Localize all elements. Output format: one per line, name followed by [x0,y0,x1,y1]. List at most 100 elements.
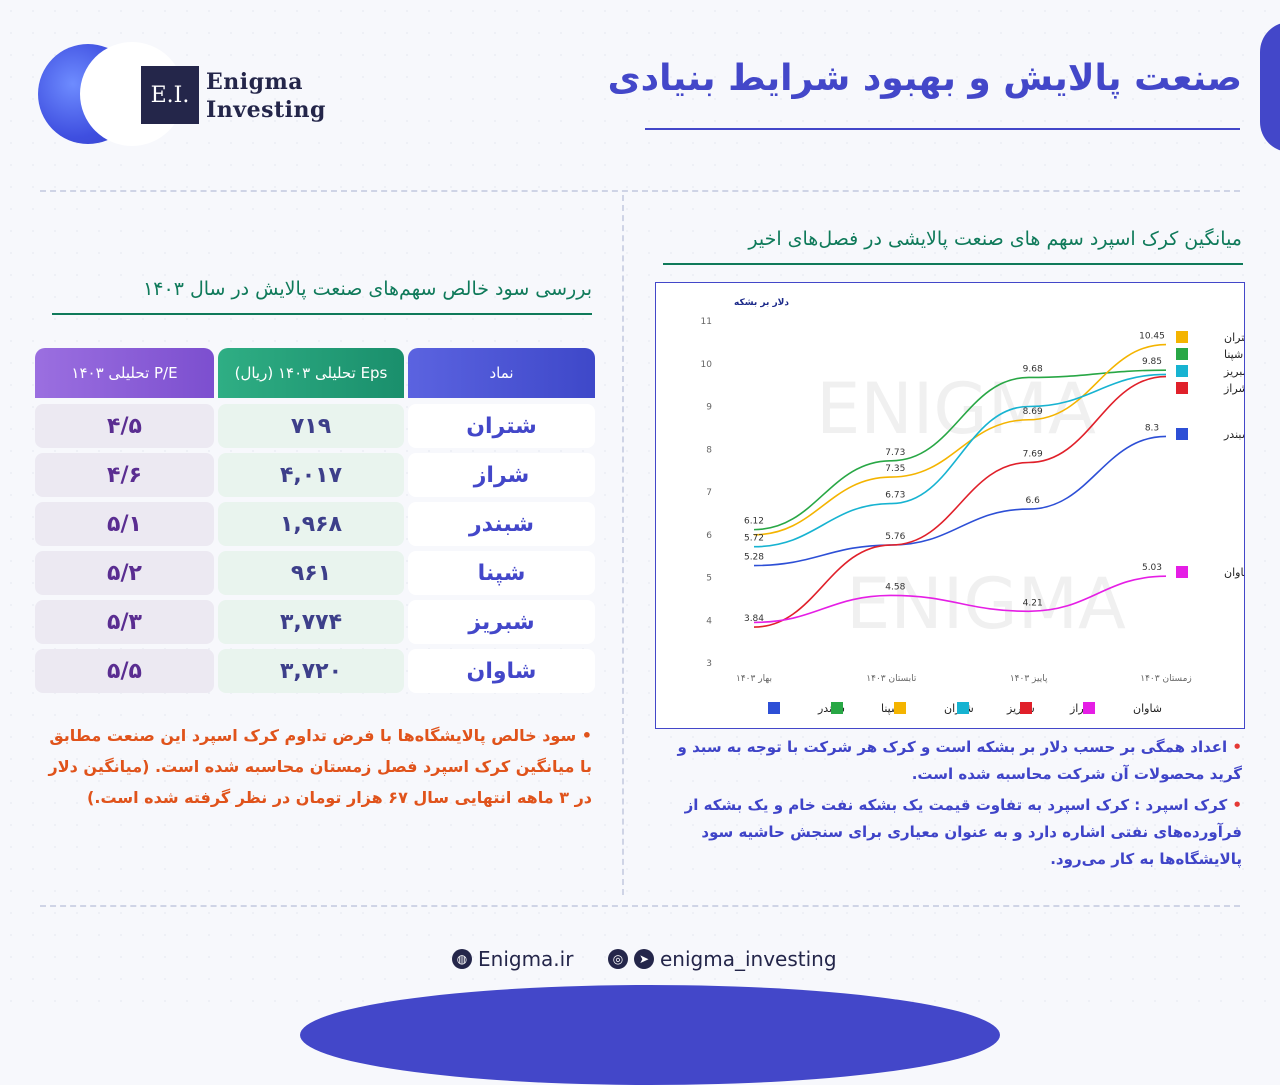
decor-bottom-arc [300,985,1000,1085]
legend-swatch-شاوان [1176,566,1188,578]
logo-line1: Enigma [206,69,304,95]
data-label: 7.35 [885,464,905,474]
series-line-شتران [753,343,1167,536]
logo-text: Enigma Investing [206,68,326,124]
data-label: 5.72 [744,534,764,544]
legend-swatch-شپنا [1176,348,1188,360]
data-label: 3.84 [744,614,764,624]
data-label: 4.58 [885,582,905,592]
legend-label-شاوان: شاوان [1224,566,1244,579]
y-tick-label: 6 [706,531,712,541]
bottom-legend-label-شاوان: شاوان [1133,702,1162,715]
cell-symbol: شبندر [408,502,595,546]
chart-note-1: • اعداد همگی بر حسب دلار بر بشکه است و ک… [677,738,1242,783]
data-label: 5.03 [1142,563,1162,573]
x-tick-label: بهار ۱۴۰۳ [736,674,772,684]
line-chart: ENIGMA ENIGMA دلار بر بشکه 3 4 5 6 7 8 9 10 11 بهار … [701,298,1254,715]
bottom-legend-swatch-شاوان [1083,702,1095,714]
data-label: 6.12 [744,517,764,527]
data-label: 8.3 [1145,423,1159,433]
header-eps: Eps تحلیلی ۱۴۰۳ (ریال) [218,348,404,398]
legend-swatch-شبریز [1176,365,1188,377]
cell-eps: ۳,۷۲۰ [218,649,404,693]
cell-pe: ۴/۵ [35,404,214,448]
data-label: 5.76 [885,532,905,542]
cell-eps: ۱,۹۶۸ [218,502,404,546]
series-line-شپنا [753,369,1167,531]
data-label: 6.6 [1026,496,1041,506]
title-underline [645,128,1240,130]
data-label: 5.28 [744,553,764,563]
cell-pe: ۵/۱ [35,502,214,546]
footer-site[interactable]: ◍ Enigma.ir [452,944,573,974]
data-label: 6.73 [885,491,905,501]
y-tick-label: 4 [706,616,712,626]
chart-note-2: • کرک اسپرد : کرک اسپرد به تفاوت قیمت یک… [684,796,1242,868]
logo-line2: Investing [206,97,326,123]
cell-symbol: شپنا [408,551,595,595]
x-tick-label: تابستان ۱۴۰۳ [866,674,917,684]
data-label: 7.69 [1023,450,1043,460]
cell-pe: ۵/۵ [35,649,214,693]
y-tick-label: 8 [706,445,712,455]
cell-pe: ۴/۶ [35,453,214,497]
bottom-legend-swatch-شبریز [957,702,969,714]
legend-label-شپنا: شپنا [1224,348,1243,361]
cell-eps: ۴,۰۱۷ [218,453,404,497]
table-title-underline [52,313,592,315]
data-label: 10.45 [1139,332,1165,342]
globe-icon: ◍ [452,949,472,969]
divider-bottom [40,905,1240,907]
cell-eps: ۹۶۱ [218,551,404,595]
chart-watermark: ENIGMA [846,563,1126,645]
data-label: 7.73 [885,448,905,458]
y-tick-label: 3 [706,659,712,669]
legend-swatch-شبندر [1176,428,1188,440]
header-symbol: نماد [408,348,595,398]
bottom-legend-swatch-شراز [1020,702,1032,714]
divider-middle [622,195,624,895]
chart-watermark: ENIGMA [816,368,1096,450]
data-label: 9.85 [1142,357,1162,367]
cell-pe: ۵/۳ [35,600,214,644]
cell-pe: ۵/۲ [35,551,214,595]
y-tick-label: 5 [706,574,712,584]
header-pe: P/E تحلیلی ۱۴۰۳ [35,348,214,398]
bottom-legend-swatch-شپنا [831,702,843,714]
cell-symbol: شتران [408,404,595,448]
series-line-شبریز [753,373,1167,548]
legend-label-شبریز: شبریز [1223,365,1244,378]
table-title: بررسی سود خالص سهم‌های صنعت پالایش در سا… [143,278,592,300]
data-label: 4.21 [1023,598,1043,608]
y-tick-label: 7 [706,488,712,498]
chart-title: میانگین کرک اسپرد سهم های صنعت پالایشی د… [748,228,1242,250]
x-tick-label: زمستان ۱۴۰۳ [1140,674,1191,684]
cell-eps: ۳,۷۷۴ [218,600,404,644]
cell-symbol: شبریز [408,600,595,644]
y-tick-label: 9 [706,403,712,413]
decor-arc [1260,22,1280,152]
legend-label-شراز: شراز [1223,382,1244,395]
data-label: 9.68 [1023,364,1043,374]
series-line-شاوان [753,575,1167,624]
logo-mark: E.I. [141,66,199,124]
legend-swatch-شتران [1176,331,1188,343]
footer-social[interactable]: ◎ ➤ enigma_investing [608,944,837,974]
y-tick-label: 10 [701,360,713,370]
chart-notes: • اعداد همگی بر حسب دلار بر بشکه است و ک… [650,734,1242,877]
y-axis-label: دلار بر بشکه [734,298,789,308]
bottom-legend-swatch-شتران [894,702,906,714]
legend-swatch-شراز [1176,382,1188,394]
series-line-شبندر [753,435,1167,567]
telegram-icon: ➤ [634,949,654,969]
cell-symbol: شاوان [408,649,595,693]
chart-container: ENIGMA ENIGMA دلار بر بشکه 3 4 5 6 7 8 9 10 11 بهار … [655,282,1254,729]
x-tick-label: پاییز ۱۴۰۳ [1010,674,1048,684]
table-note: • سود خالص پالایشگاه‌ها با فرض تداوم کرک… [48,726,592,807]
bottom-legend-swatch-شبندر [768,702,780,714]
data-label: 8.69 [1023,407,1043,417]
cell-eps: ۷۱۹ [218,404,404,448]
legend-label-شبندر: شبندر [1223,428,1244,441]
series-line-شراز [753,375,1167,628]
cell-symbol: شراز [408,453,595,497]
